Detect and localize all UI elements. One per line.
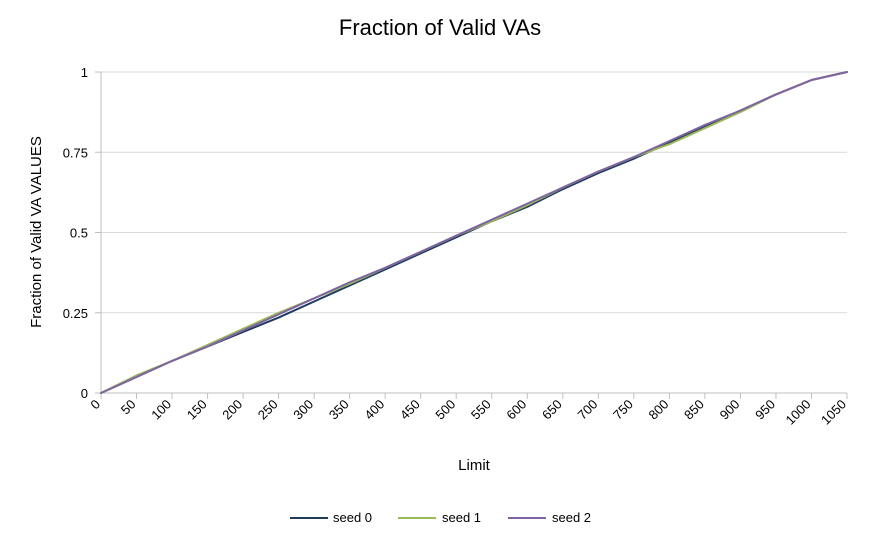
x-tick-label: 1000 (783, 397, 814, 428)
x-tick-label: 950 (752, 397, 778, 423)
y-tick-label: 0.25 (63, 306, 88, 321)
x-tick-label: 1050 (818, 397, 849, 428)
y-tick-label: 0.75 (63, 145, 88, 160)
axis-layer (95, 71, 848, 399)
x-tick-label: 300 (290, 397, 316, 423)
x-tick-label: 350 (326, 397, 352, 423)
chart-title: Fraction of Valid VAs (339, 15, 541, 40)
x-tick-label: 400 (361, 397, 387, 423)
x-tick-labels: 0 50 100 150 200 250 300 350 400 450 500 550 600 650 7… (87, 397, 849, 428)
x-tick-label: 700 (575, 397, 601, 423)
y-tick-label: 0 (81, 386, 88, 401)
x-tick-label: 800 (646, 397, 672, 423)
x-tick-label: 100 (148, 397, 174, 423)
y-tick-label: 1 (81, 65, 88, 80)
x-tick-label: 650 (539, 397, 565, 423)
x-tick-label: 900 (717, 397, 743, 423)
x-tick-label: 250 (255, 397, 281, 423)
legend-item-seed-0: seed 0 (290, 510, 372, 525)
x-axis-label: Limit (458, 457, 491, 474)
legend-item-seed-2: seed 2 (508, 510, 591, 525)
x-tick-label: 850 (681, 397, 707, 423)
y-tick-label: 0.5 (70, 226, 88, 241)
x-tick-label: 50 (118, 397, 139, 418)
y-axis-label: Fraction of Valid VA VALUES (28, 136, 45, 328)
x-tick-label: 600 (503, 397, 529, 423)
x-tick-label: 150 (184, 397, 210, 423)
y-tick-labels: 0 0.25 0.5 0.75 1 (63, 65, 88, 401)
series-layer (100, 71, 848, 394)
legend: seed 0 seed 1 seed 2 (290, 510, 591, 525)
legend-label-seed-0: seed 0 (333, 510, 372, 525)
legend-label-seed-1: seed 1 (442, 510, 481, 525)
x-tick-label: 550 (468, 397, 494, 423)
x-tick-label: 450 (397, 397, 423, 423)
x-tick-label: 200 (219, 397, 245, 423)
x-tick-label: 750 (610, 397, 636, 423)
legend-item-seed-1: seed 1 (398, 510, 481, 525)
series-line-seed-2 (100, 71, 848, 394)
x-tick-label: 500 (432, 397, 458, 423)
legend-label-seed-2: seed 2 (552, 510, 591, 525)
